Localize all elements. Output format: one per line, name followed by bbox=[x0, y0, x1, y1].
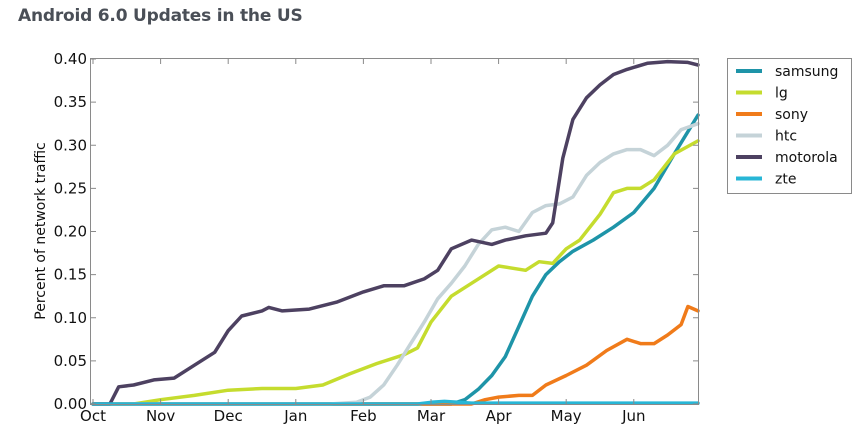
legend-label: lg bbox=[775, 86, 788, 102]
y-tick-label: 0.20 bbox=[54, 223, 87, 241]
legend-item-sony: sony bbox=[736, 107, 808, 123]
legend-item-htc: htc bbox=[736, 129, 797, 145]
x-tick-label: Oct bbox=[80, 407, 106, 425]
series-line-zte bbox=[91, 399, 700, 406]
y-tick-label: 0.25 bbox=[54, 179, 87, 197]
x-tick-label: Mar bbox=[417, 407, 446, 425]
x-tick-label: Apr bbox=[486, 407, 513, 425]
y-tick-label: 0.15 bbox=[54, 266, 87, 284]
legend-item-zte: zte bbox=[736, 172, 796, 188]
legend-label: zte bbox=[775, 172, 796, 188]
y-tick-label: 0.35 bbox=[54, 93, 87, 111]
plot-frame bbox=[90, 58, 699, 405]
series-line-samsung bbox=[91, 113, 700, 406]
legend-label: sony bbox=[775, 107, 808, 123]
x-tick-label: Jun bbox=[621, 407, 645, 425]
x-axis: Oct Nov Dec Jan Feb Mar Apr May Jun bbox=[80, 59, 646, 425]
x-tick-label: Nov bbox=[146, 407, 175, 425]
x-tick-label: May bbox=[551, 407, 582, 425]
series-line-motorola bbox=[91, 59, 700, 406]
y-tick-label: 0.00 bbox=[54, 395, 87, 413]
y-tick-label: 0.40 bbox=[54, 50, 87, 68]
y-tick-label: 0.10 bbox=[54, 309, 87, 327]
series-line-lg bbox=[91, 139, 700, 406]
x-tick-label: Feb bbox=[350, 407, 377, 425]
chart-title: Android 6.0 Updates in the US bbox=[18, 6, 303, 26]
legend-frame bbox=[727, 58, 852, 194]
x-tick-label: Jan bbox=[283, 407, 307, 425]
plot-lines bbox=[91, 59, 700, 406]
y-tick-label: 0.30 bbox=[54, 136, 87, 154]
legend-item-lg: lg bbox=[736, 86, 788, 102]
legend-item-samsung: samsung bbox=[736, 64, 838, 80]
series-line-sony bbox=[91, 304, 700, 406]
legend-label: motorola bbox=[775, 150, 838, 166]
x-tick-label: Dec bbox=[214, 407, 243, 425]
series-line-htc bbox=[91, 121, 700, 406]
legend-item-motorola: motorola bbox=[736, 150, 838, 166]
legend-label: samsung bbox=[775, 64, 838, 80]
y-tick-label: 0.05 bbox=[54, 352, 87, 370]
y-axis: 0.00 0.05 0.10 0.15 0.20 0.25 0.30 0.35 0.40 bbox=[54, 50, 698, 413]
legend-label: htc bbox=[775, 129, 797, 145]
y-axis-label: Percent of network traffic bbox=[33, 142, 49, 319]
legend: samsung lg sony htc motorola zte bbox=[727, 58, 852, 194]
